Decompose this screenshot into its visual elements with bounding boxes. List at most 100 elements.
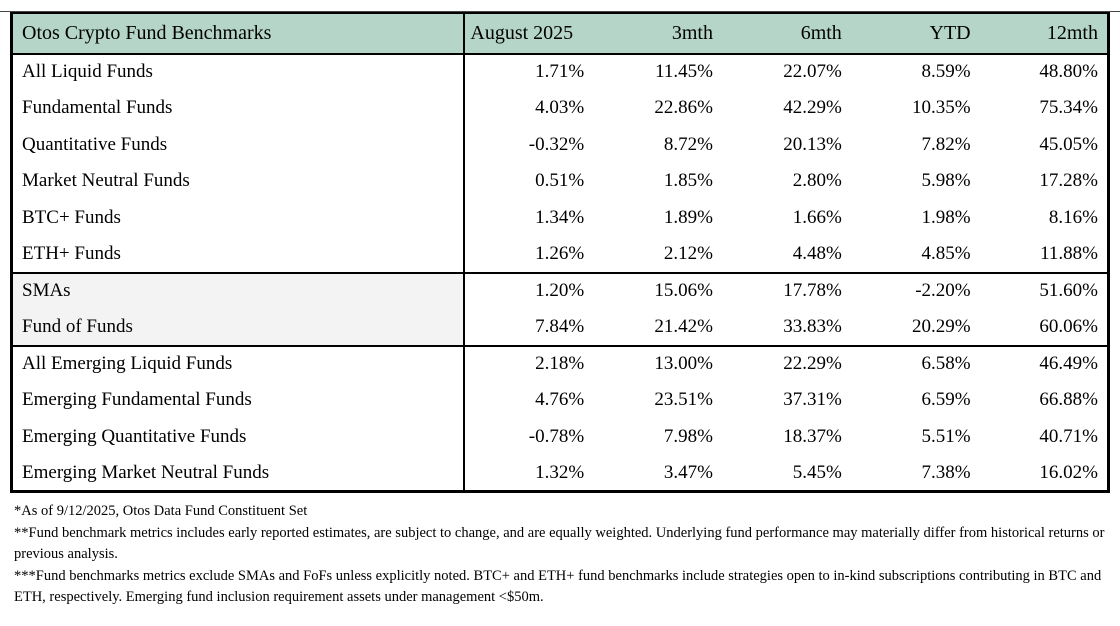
value-cell: 37.31% [783,389,842,411]
value-cell: 17.28% [1039,170,1098,192]
section-all-funds: All Liquid Funds 1.71% 11.45% 22.07% 8.59% 48… [11,53,1109,273]
value-cell: 20.29% [912,315,971,337]
value-cell: 1.66% [792,206,842,228]
value-cell: -2.20% [915,280,971,302]
footnote: ***Fund benchmarks metrics exclude SMAs … [14,567,1102,606]
value-cell: 22.29% [783,353,842,375]
table-row: All Emerging Liquid Funds 2.18% 13.00% 22.2… [11,345,1109,382]
table-row: ETH+ Funds 1.26% 2.12% 4.48% 4.85% 11.88% [11,236,1109,273]
benchmarks-table: Otos Crypto Fund Benchmarks August 2025 3… [10,11,1110,493]
row-label: Market Neutral Funds [11,163,466,200]
value-cell: 11.88% [1040,242,1098,264]
footnote: *As of 9/12/2025, Otos Data Fund Constit… [14,503,308,519]
value-cell: 17.78% [783,280,842,302]
value-cell: 2.12% [663,242,713,264]
value-cell: 22.86% [654,97,713,119]
value-cell: 23.51% [654,389,713,411]
value-cell: 7.38% [921,461,971,483]
column-header: 3mth [593,12,722,54]
value-cell: 1.32% [535,461,585,483]
footnotes: *As of 9/12/2025, Otos Data Fund Constit… [14,501,1108,609]
row-label: SMAs [11,272,466,309]
value-cell: 20.13% [783,133,842,155]
value-cell: 1.34% [535,206,585,228]
value-cell: 33.83% [783,315,842,337]
value-cell: 4.85% [921,242,971,264]
value-cell: 8.59% [921,61,971,83]
table-row: Emerging Fundamental Funds 4.76% 23.51% 37.… [11,382,1109,419]
value-cell: 1.85% [663,170,713,192]
value-cell: 4.48% [792,242,842,264]
row-label: Fund of Funds [11,309,466,346]
row-label: All Emerging Liquid Funds [11,345,466,382]
value-cell: 6.59% [921,389,971,411]
table-row: BTC+ Funds 1.34% 1.89% 1.66% 1.98% 8.16% [11,199,1109,236]
table-row: Emerging Quantitative Funds -0.78% 7.98% 18… [11,418,1109,455]
column-header: 6mth [722,12,851,54]
value-cell: 46.49% [1039,353,1098,375]
value-cell: 11.45% [655,61,713,83]
row-label: ETH+ Funds [11,236,466,273]
row-label: Emerging Fundamental Funds [11,382,466,419]
value-cell: 5.98% [921,170,971,192]
value-cell: 1.89% [663,206,713,228]
value-cell: 5.51% [921,425,971,447]
table-row: All Liquid Funds 1.71% 11.45% 22.07% 8.59% 48… [11,53,1109,90]
row-label: BTC+ Funds [11,199,466,236]
value-cell: 75.34% [1039,97,1098,119]
value-cell: 3.47% [663,461,713,483]
table-row: Fund of Funds 7.84% 21.42% 33.83% 20.29% 60.0… [11,309,1109,346]
value-cell: 45.05% [1039,133,1098,155]
value-cell: 0.51% [535,170,585,192]
section-emerging-funds: All Emerging Liquid Funds 2.18% 13.00% 22.2… [11,345,1109,492]
top-edge-line [0,11,1120,12]
value-cell: 48.80% [1039,61,1098,83]
value-cell: 8.16% [1048,206,1098,228]
row-label: Quantitative Funds [11,126,466,163]
value-cell: 4.03% [535,97,585,119]
value-cell: 2.18% [535,353,585,375]
value-cell: 66.88% [1039,389,1098,411]
table-row: Market Neutral Funds 0.51% 1.85% 2.80% 5.98%… [11,163,1109,200]
value-cell: 40.71% [1039,425,1098,447]
value-cell: 21.42% [654,315,713,337]
value-cell: 5.45% [792,461,842,483]
header-row: Otos Crypto Fund Benchmarks August 2025 3… [11,12,1109,54]
column-header: 12mth [979,12,1109,54]
table-row: Fundamental Funds 4.03% 22.86% 42.29% 10.35%… [11,90,1109,127]
table-row: Quantitative Funds -0.32% 8.72% 20.13% 7.82%… [11,126,1109,163]
value-cell: 2.80% [792,170,842,192]
value-cell: 51.60% [1039,280,1098,302]
row-label: All Liquid Funds [11,53,466,90]
value-cell: 16.02% [1039,461,1098,483]
column-header: YTD [850,12,980,54]
footnote: **Fund benchmark metrics includes early … [14,524,1105,563]
row-label: Emerging Market Neutral Funds [11,455,466,492]
table-row: SMAs 1.20% 15.06% 17.78% -2.20% 51.60% [11,272,1109,309]
value-cell: 6.58% [921,353,971,375]
value-cell: 1.26% [535,242,585,264]
row-label: Emerging Quantitative Funds [11,418,466,455]
value-cell: 1.20% [535,280,585,302]
value-cell: 1.98% [921,206,971,228]
value-cell: 1.71% [535,61,585,83]
value-cell: 22.07% [783,61,842,83]
value-cell: 13.00% [654,353,713,375]
value-cell: -0.78% [528,425,585,447]
value-cell: 7.84% [535,315,585,337]
row-label: Fundamental Funds [11,90,466,127]
page: Otos Crypto Fund Benchmarks August 2025 3… [0,11,1120,609]
value-cell: 60.06% [1039,315,1098,337]
value-cell: -0.32% [528,133,585,155]
value-cell: 18.37% [783,425,842,447]
value-cell: 7.82% [921,133,971,155]
table-title: Otos Crypto Fund Benchmarks [11,12,466,54]
value-cell: 42.29% [783,97,842,119]
value-cell: 10.35% [912,97,971,119]
table-row: Emerging Market Neutral Funds 1.32% 3.47% 5… [11,455,1109,492]
value-cell: 4.76% [535,389,585,411]
column-header: August 2025 [464,12,594,54]
value-cell: 8.72% [663,133,713,155]
section-smas-fofs: SMAs 1.20% 15.06% 17.78% -2.20% 51.60% Fund of… [11,272,1109,346]
value-cell: 15.06% [654,280,713,302]
